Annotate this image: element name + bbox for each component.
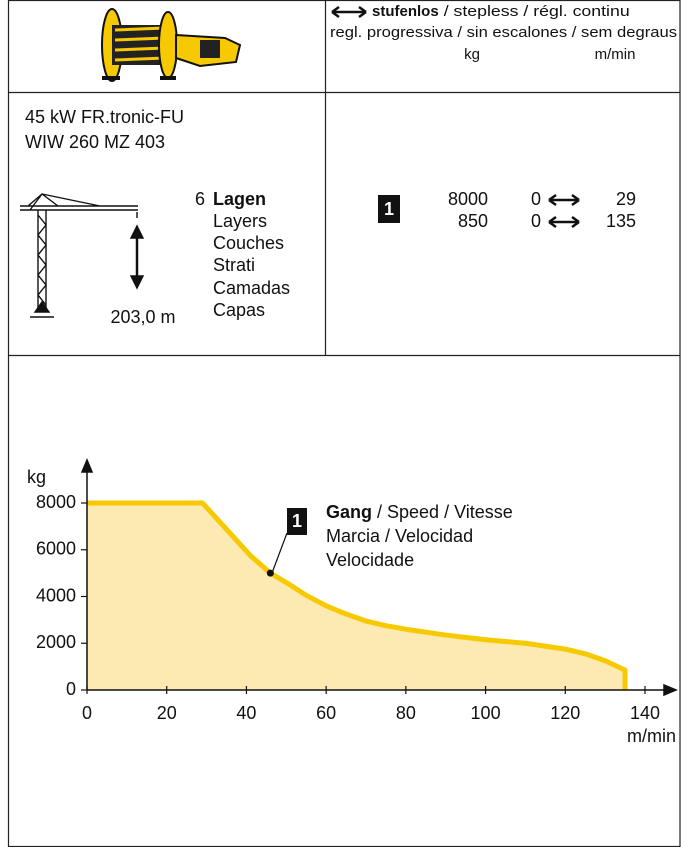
x-tick-label: 100	[471, 703, 501, 723]
drive-line: WIW 260 MZ 403	[25, 132, 165, 152]
leader-line	[271, 532, 288, 574]
y-tick-label: 6000	[36, 539, 76, 559]
unit-speed: m/min	[595, 46, 636, 63]
winch-image	[101, 8, 242, 82]
x-tick-label: 80	[396, 703, 416, 723]
y-tick-label: 4000	[36, 585, 76, 605]
mode-translations: / stepless / régl. continu	[444, 3, 630, 20]
mode: stufenlos	[372, 3, 439, 20]
layers-translation: Camadas	[213, 278, 290, 298]
x-tick-label: 20	[157, 703, 177, 723]
annotation-text: Velocidade	[326, 550, 414, 570]
arrow-icon	[548, 193, 580, 207]
rope-length: 203,0 m	[110, 307, 175, 327]
annotation-text: Marcia / Velocidad	[326, 526, 473, 546]
x-tick-label: 120	[550, 703, 580, 723]
speed-min: 0	[531, 211, 541, 231]
load: 850	[458, 211, 488, 231]
layers-label: Lagen	[213, 189, 266, 209]
x-tick-label: 40	[236, 703, 256, 723]
gear-badge-label: 1	[384, 199, 394, 219]
layers-translation: Strati	[213, 255, 255, 275]
gear-badge	[287, 508, 307, 535]
gear-badge	[378, 195, 400, 223]
speed-min: 0	[531, 189, 541, 209]
annotation-text: / Speed / Vitesse	[377, 502, 513, 522]
gear-badge-label: 1	[292, 511, 302, 531]
layers-count: 6	[195, 189, 205, 209]
mode-translations-2: regl. progressiva / sin escalones / sem …	[330, 24, 677, 41]
annotation-bold: Gang	[326, 502, 372, 522]
x-tick-label: 0	[82, 703, 92, 723]
y-tick-label: 0	[66, 679, 76, 699]
y-axis-label: kg	[27, 467, 46, 487]
unit-load: kg	[464, 46, 480, 63]
crane-icon	[20, 193, 145, 318]
axes	[80, 458, 678, 697]
layers-translation: Layers	[213, 211, 267, 231]
load: 8000	[448, 189, 488, 209]
drive-line: 45 kW FR.tronic-FU	[25, 107, 184, 127]
layers-translation: Couches	[213, 233, 284, 253]
arrow-icon	[548, 215, 580, 229]
x-tick-label: 140	[630, 703, 660, 723]
header-title: stufenlos / stepless / régl. continu	[372, 3, 630, 20]
y-tick-label: 2000	[36, 632, 76, 652]
y-tick-label: 8000	[36, 492, 76, 512]
annotation: Gang / Speed / Vitesse	[326, 502, 513, 522]
speed-max: 29	[616, 189, 636, 209]
area	[87, 503, 626, 690]
x-tick-label: 60	[316, 703, 336, 723]
x-axis-label: m/min	[627, 726, 676, 746]
line	[87, 500, 628, 690]
layers-translation: Capas	[213, 300, 265, 320]
speed-max: 135	[606, 211, 636, 231]
arrow-icon	[331, 5, 367, 19]
